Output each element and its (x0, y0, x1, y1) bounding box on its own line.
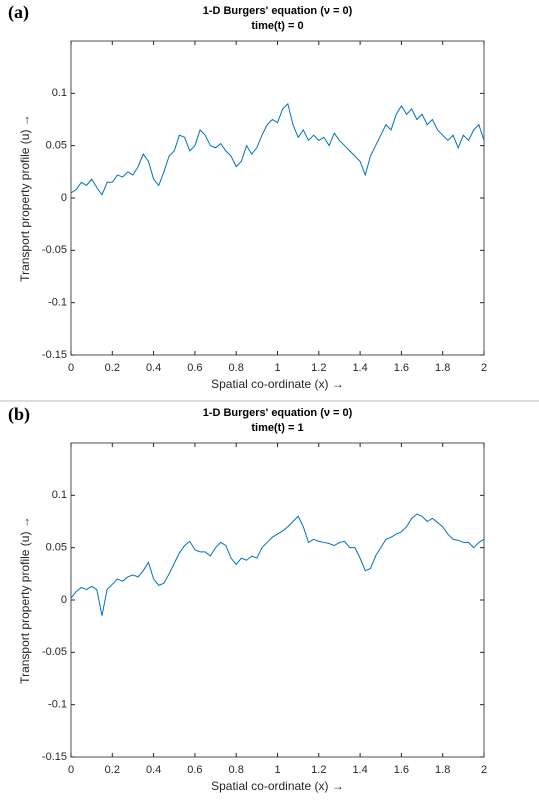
data-line (70, 513, 485, 616)
x-tick-label: 0 (68, 362, 74, 374)
x-tick-label: 0 (68, 764, 74, 776)
x-tick-label: 1.4 (352, 362, 367, 374)
x-tick-label: 0.8 (229, 764, 244, 776)
chart-title: 1-D Burgers' equation (ν = 0) (203, 5, 353, 17)
x-tick-label: 0.6 (187, 764, 202, 776)
y-tick-label: -0.05 (42, 244, 67, 256)
x-axis-label: Spatial co-ordinate (x) → (211, 779, 344, 793)
x-tick-label: 1 (274, 362, 280, 374)
y-tick-label: -0.15 (42, 751, 67, 763)
data-line (70, 102, 485, 196)
x-tick-label: 0.4 (146, 764, 161, 776)
panel-label: (a) (8, 2, 29, 23)
y-tick-label: 0 (61, 594, 67, 606)
y-tick-label: 0.05 (46, 542, 67, 554)
chart-subtitle: time(t) = 1 (251, 422, 303, 434)
x-tick-label: 0.8 (229, 362, 244, 374)
x-tick-label: 2 (481, 362, 487, 374)
x-tick-label: 1.2 (311, 764, 326, 776)
x-axis-label: Spatial co-ordinate (x) → (211, 377, 344, 391)
x-tick-label: 1.8 (435, 362, 450, 374)
x-tick-label: 0.4 (146, 362, 161, 374)
x-tick-label: 1.8 (435, 764, 450, 776)
y-tick-label: -0.1 (48, 297, 67, 309)
x-tick-label: 1 (274, 764, 280, 776)
y-tick-label: 0.1 (52, 489, 67, 501)
y-tick-label: 0.1 (52, 87, 67, 99)
x-tick-label: 0.6 (187, 362, 202, 374)
y-axis-label: Transport property profile (u) → (18, 114, 32, 282)
y-tick-label: -0.15 (42, 349, 67, 361)
x-tick-label: 1.6 (394, 362, 409, 374)
x-tick-label: 0.2 (105, 764, 120, 776)
y-tick-label: -0.1 (48, 699, 67, 711)
x-tick-label: 0.2 (105, 362, 120, 374)
y-tick-label: -0.05 (42, 646, 67, 658)
y-axis-label: Transport property profile (u) → (18, 516, 32, 684)
y-tick-label: 0.05 (46, 140, 67, 152)
x-tick-label: 1.2 (311, 362, 326, 374)
y-tick-label: 0 (61, 192, 67, 204)
x-tick-label: 1.6 (394, 764, 409, 776)
x-tick-label: 1.4 (352, 764, 367, 776)
panel-label: (b) (8, 404, 30, 425)
x-tick-label: 2 (481, 764, 487, 776)
chart-title: 1-D Burgers' equation (ν = 0) (203, 407, 353, 419)
chart-subtitle: time(t) = 0 (251, 20, 303, 32)
